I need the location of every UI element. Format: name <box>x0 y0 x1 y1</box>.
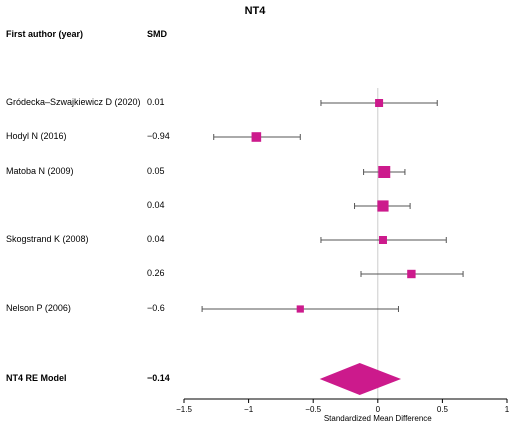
x-tick-label: 0.5 <box>437 405 449 414</box>
x-axis-label: Standardized Mean Difference <box>324 414 432 423</box>
point-estimate <box>378 236 387 244</box>
point-estimate <box>296 305 304 313</box>
study-smd-label: 0.01 <box>147 97 165 107</box>
x-tick-label: −1 <box>244 405 254 414</box>
author-column-header: First author (year) <box>6 29 84 39</box>
x-tick-label: −1.5 <box>176 405 192 414</box>
study-author-label: Skogstrand K (2008) <box>6 234 89 244</box>
study-smd-label: −0.94 <box>147 131 170 141</box>
point-estimate <box>378 166 391 178</box>
study-smd-label: 0.04 <box>147 200 165 210</box>
study-smd-label: 0.05 <box>147 166 165 176</box>
summary-smd-label: −0.14 <box>147 373 170 383</box>
x-tick-label: 1 <box>505 405 510 414</box>
study-smd-label: 0.26 <box>147 268 165 278</box>
study-author-label: Matoba N (2009) <box>6 166 74 176</box>
study-author-label: Nelson P (2006) <box>6 303 71 313</box>
chart-title: NT4 <box>244 5 266 17</box>
summary-diamond <box>319 363 402 395</box>
study-smd-label: 0.04 <box>147 234 165 244</box>
point-estimate <box>375 99 384 107</box>
point-estimate <box>377 200 389 212</box>
study-author-label: Hodyl N (2016) <box>6 131 67 141</box>
x-tick-label: −0.5 <box>305 405 321 414</box>
x-tick-label: 0 <box>376 405 381 414</box>
study-author-label: Gródecka–Szwajkiewicz D (2020) <box>6 97 141 107</box>
point-estimate <box>251 132 262 142</box>
point-estimate <box>407 269 416 279</box>
smd-column-header: SMD <box>147 29 167 39</box>
summary-label: NT4 RE Model <box>6 373 67 383</box>
study-smd-label: −0.6 <box>147 303 165 313</box>
